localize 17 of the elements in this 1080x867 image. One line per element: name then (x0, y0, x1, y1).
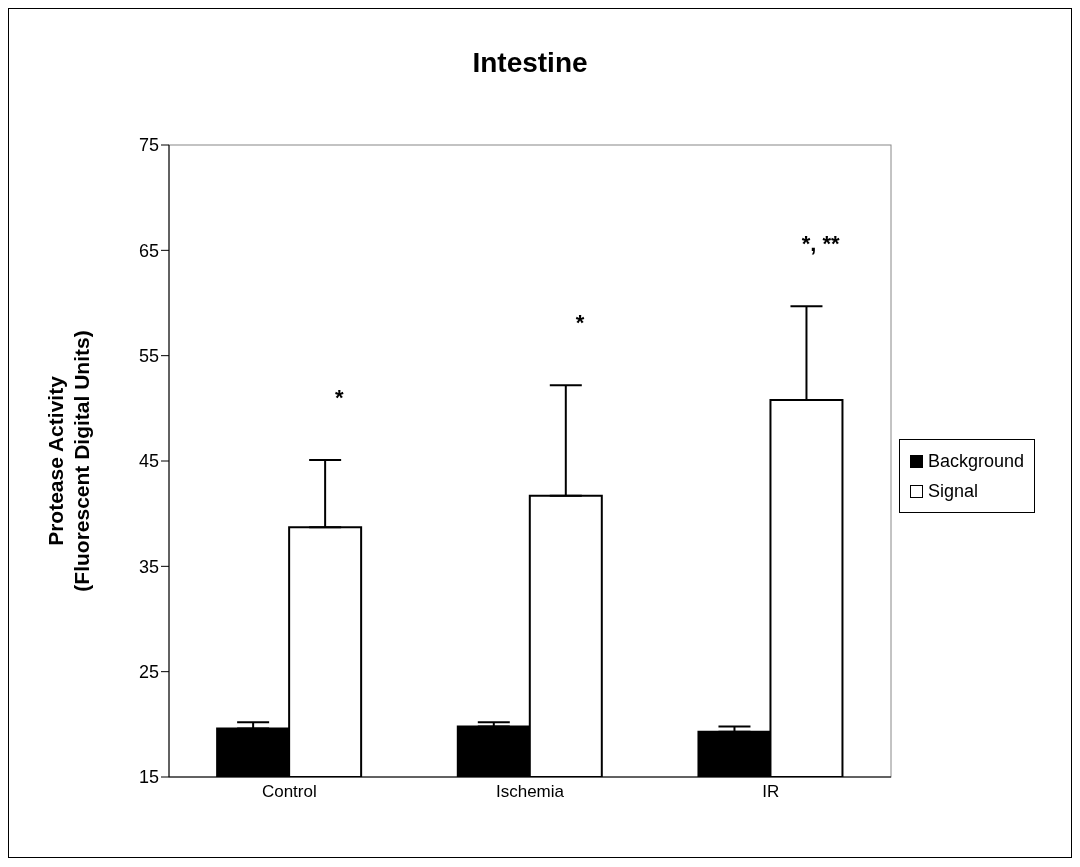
y-tick-label: 15 (138, 767, 159, 788)
annotation: * (575, 310, 585, 336)
y-tick-label: 55 (138, 346, 159, 367)
x-tick-label: Ischemia (495, 782, 565, 802)
y-axis-title: Protease Activity (Fluorescent Digital Units) (44, 330, 93, 592)
legend-label: Signal (928, 480, 979, 503)
annotation: *, ** (801, 231, 841, 257)
y-tick-label: 65 (138, 240, 159, 261)
y-tick-label: 45 (138, 451, 159, 472)
legend-label: Background (928, 450, 1025, 473)
y-tick-label: 25 (138, 662, 159, 683)
chart-title: Intestine (471, 47, 589, 79)
annotation: * (335, 384, 345, 410)
x-tick-label: Control (261, 782, 317, 802)
y-tick-label: 75 (138, 135, 159, 156)
x-tick-label: IR (762, 782, 780, 802)
y-tick-label: 35 (138, 556, 159, 577)
